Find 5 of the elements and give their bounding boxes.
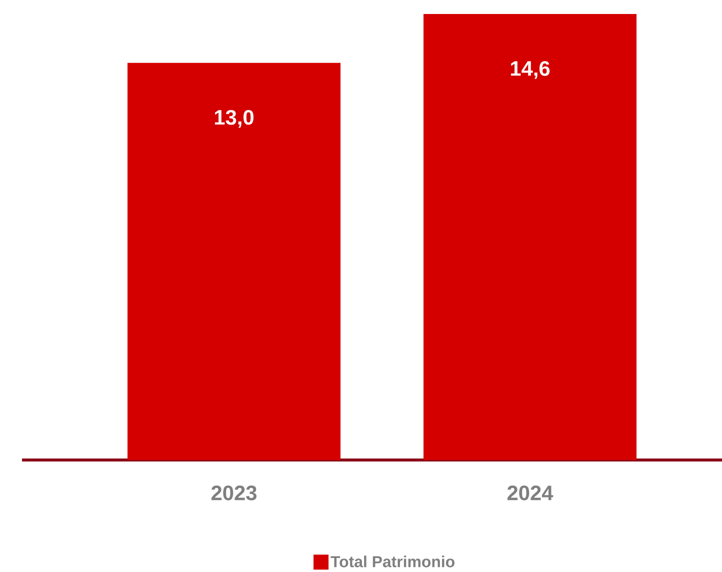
x-tick-label: 2024 bbox=[507, 486, 554, 500]
x-tick-label: 2023 bbox=[211, 486, 257, 500]
data-label: 13,0 bbox=[214, 110, 254, 128]
legend-label: Total Patrimonio bbox=[330, 556, 454, 568]
data-label: 14,6 bbox=[510, 61, 550, 79]
